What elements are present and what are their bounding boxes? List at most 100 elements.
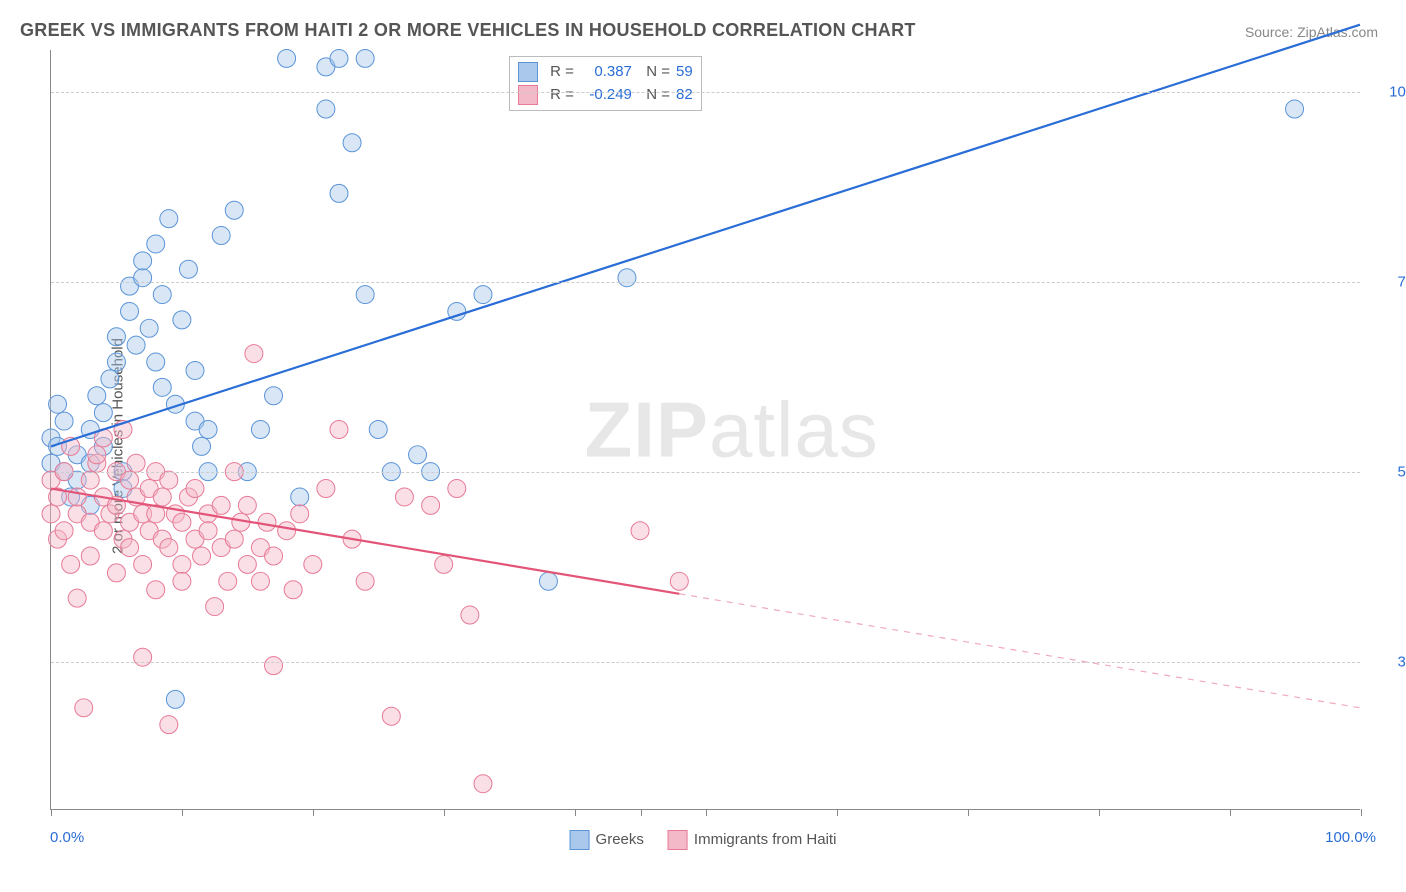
data-point [317, 480, 335, 498]
data-point [186, 361, 204, 379]
data-point [448, 480, 466, 498]
legend-swatch [570, 830, 590, 850]
gridline [51, 282, 1360, 283]
data-point [225, 201, 243, 219]
data-point [147, 235, 165, 253]
legend-item: Greeks [570, 830, 644, 850]
x-axis-end-label: 100.0% [1325, 829, 1376, 846]
n-value: 82 [676, 84, 693, 107]
data-point [265, 657, 283, 675]
data-point [107, 564, 125, 582]
data-point [107, 328, 125, 346]
data-point [251, 421, 269, 439]
gridline [51, 92, 1360, 93]
x-tick [837, 809, 838, 816]
series-legend: Greeks Immigrants from Haiti [570, 830, 837, 850]
data-point [435, 555, 453, 573]
data-point [343, 134, 361, 152]
data-point [265, 387, 283, 405]
x-tick [1230, 809, 1231, 816]
data-point [265, 547, 283, 565]
data-point [461, 606, 479, 624]
data-point [356, 286, 374, 304]
data-point [317, 100, 335, 118]
x-tick [1361, 809, 1362, 816]
data-point [55, 522, 73, 540]
data-point [140, 319, 158, 337]
data-point [206, 598, 224, 616]
data-point [356, 49, 374, 67]
x-axis-start-label: 0.0% [50, 829, 84, 846]
data-point [153, 488, 171, 506]
data-point [199, 522, 217, 540]
data-point [212, 227, 230, 245]
data-point [186, 480, 204, 498]
data-point [278, 49, 296, 67]
r-label: R = [550, 84, 574, 107]
data-point [160, 471, 178, 489]
r-label: R = [550, 61, 574, 84]
data-point [173, 555, 191, 573]
data-point [134, 269, 152, 287]
legend-label: Immigrants from Haiti [694, 831, 837, 848]
data-point [134, 648, 152, 666]
data-point [121, 471, 139, 489]
data-point [160, 210, 178, 228]
trend-line [51, 25, 1360, 447]
correlation-legend: R =0.387 N = 59R =-0.249 N = 82 [509, 56, 702, 111]
data-point [631, 522, 649, 540]
data-point [173, 513, 191, 531]
chart-title: GREEK VS IMMIGRANTS FROM HAITI 2 OR MORE… [20, 20, 916, 41]
x-tick [641, 809, 642, 816]
legend-swatch [668, 830, 688, 850]
data-point [153, 378, 171, 396]
data-point [225, 530, 243, 548]
x-tick [444, 809, 445, 816]
data-point [94, 522, 112, 540]
data-point [153, 286, 171, 304]
data-point [75, 699, 93, 717]
data-point [42, 505, 60, 523]
y-tick-label: 100.0% [1370, 84, 1406, 101]
data-point [251, 572, 269, 590]
data-point [330, 49, 348, 67]
data-point [166, 690, 184, 708]
data-point [284, 581, 302, 599]
y-tick-label: 55.0% [1370, 464, 1406, 481]
y-tick-label: 32.5% [1370, 654, 1406, 671]
data-point [127, 336, 145, 354]
data-point [193, 437, 211, 455]
data-point [127, 454, 145, 472]
data-point [160, 539, 178, 557]
data-point [291, 488, 309, 506]
data-point [304, 555, 322, 573]
data-point [147, 581, 165, 599]
data-point [278, 522, 296, 540]
data-point [474, 775, 492, 793]
data-point [409, 446, 427, 464]
data-point [245, 345, 263, 363]
gridline [51, 472, 1360, 473]
x-tick [968, 809, 969, 816]
legend-row: R =0.387 N = 59 [518, 61, 693, 84]
x-tick [51, 809, 52, 816]
data-point [49, 395, 67, 413]
data-point [238, 555, 256, 573]
data-point [173, 311, 191, 329]
data-point [539, 572, 557, 590]
data-point [330, 184, 348, 202]
data-point [474, 286, 492, 304]
data-point [147, 353, 165, 371]
data-point [88, 387, 106, 405]
data-point [212, 496, 230, 514]
data-point [68, 488, 86, 506]
x-tick [706, 809, 707, 816]
legend-item: Immigrants from Haiti [668, 830, 837, 850]
data-point [356, 572, 374, 590]
legend-swatch [518, 62, 538, 82]
x-tick [313, 809, 314, 816]
data-point [121, 302, 139, 320]
data-point [101, 370, 119, 388]
data-point [291, 505, 309, 523]
x-tick [1099, 809, 1100, 816]
